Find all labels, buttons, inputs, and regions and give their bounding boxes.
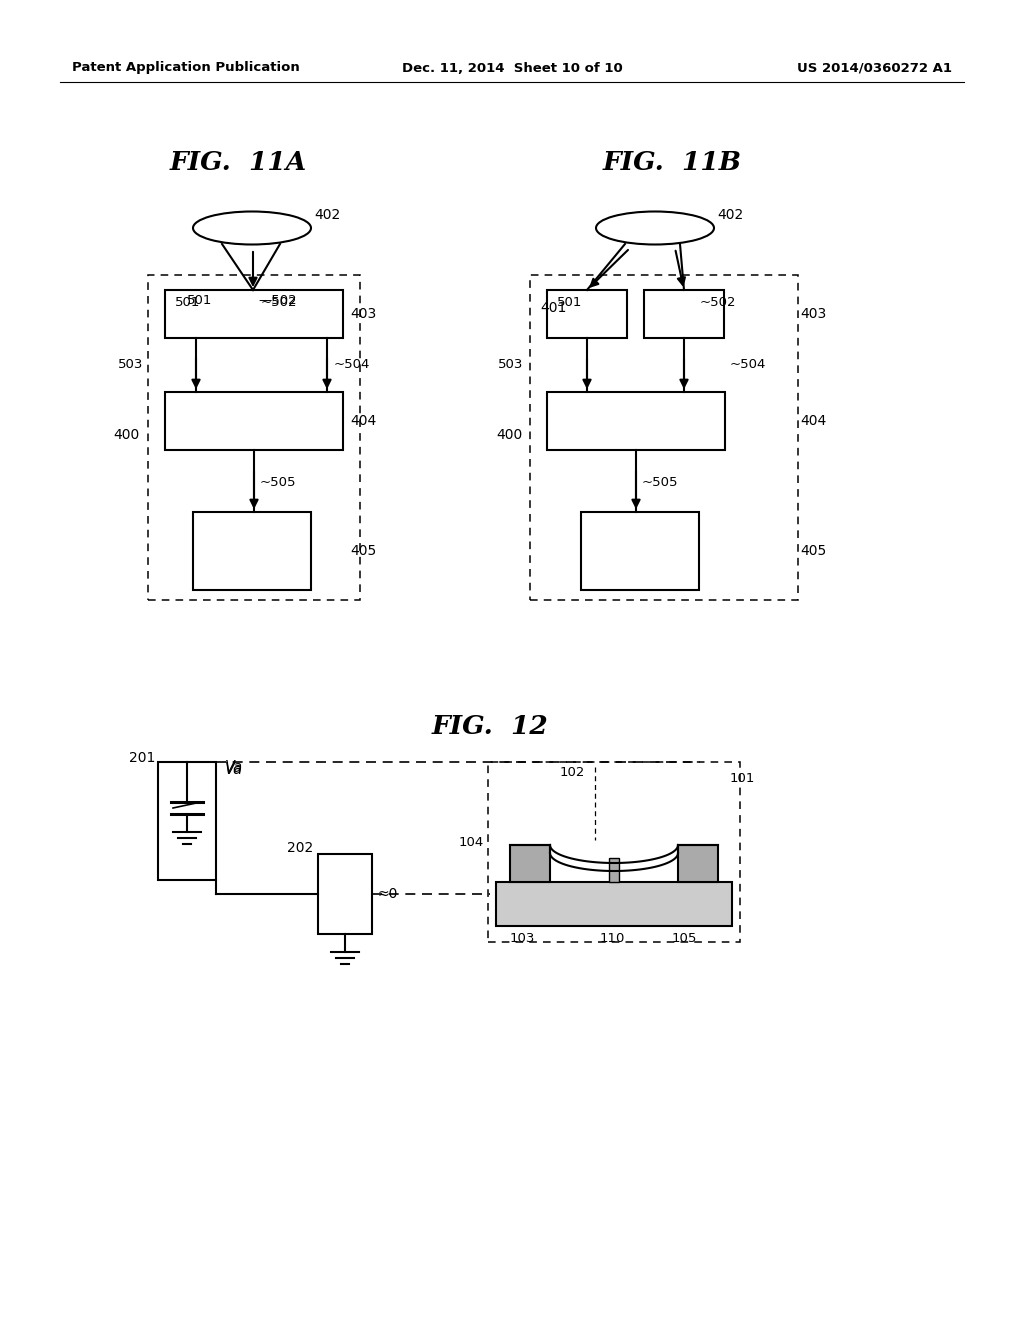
Text: 202: 202: [287, 841, 313, 855]
Text: US 2014/0360272 A1: US 2014/0360272 A1: [797, 62, 952, 74]
Bar: [678, 845, 718, 882]
Bar: [488, 762, 740, 942]
Text: ~504: ~504: [730, 359, 766, 371]
Bar: [165, 290, 343, 338]
Text: 403: 403: [350, 308, 376, 321]
Bar: [510, 845, 550, 882]
Text: 503: 503: [118, 359, 143, 371]
Bar: [609, 858, 618, 882]
Text: 403: 403: [800, 308, 826, 321]
Text: 401: 401: [540, 301, 566, 315]
Text: 501: 501: [175, 296, 200, 309]
Text: FIG.  11A: FIG. 11A: [169, 149, 306, 174]
Text: Dec. 11, 2014  Sheet 10 of 10: Dec. 11, 2014 Sheet 10 of 10: [401, 62, 623, 74]
Text: 402: 402: [717, 209, 743, 222]
Text: 105: 105: [672, 932, 697, 945]
Text: FIG.  12: FIG. 12: [432, 714, 549, 738]
Text: ~502: ~502: [700, 296, 736, 309]
Text: 400: 400: [497, 428, 523, 442]
Bar: [581, 512, 699, 590]
Text: 404: 404: [350, 414, 376, 428]
Bar: [547, 392, 725, 450]
Bar: [318, 854, 372, 935]
Ellipse shape: [193, 211, 311, 244]
Text: 402: 402: [314, 209, 340, 222]
Text: FIG.  11B: FIG. 11B: [602, 149, 741, 174]
Text: ~504: ~504: [334, 359, 371, 371]
Text: 405: 405: [800, 544, 826, 558]
Bar: [496, 882, 732, 927]
Text: 400: 400: [114, 428, 140, 442]
Bar: [158, 762, 216, 880]
Text: 404: 404: [800, 414, 826, 428]
Text: 102: 102: [560, 766, 586, 779]
Bar: [148, 275, 360, 601]
Bar: [547, 290, 627, 338]
Text: Va: Va: [225, 759, 243, 775]
Text: 103: 103: [510, 932, 536, 945]
Text: ~505: ~505: [642, 475, 679, 488]
Bar: [165, 392, 343, 450]
Text: 503: 503: [498, 359, 523, 371]
Text: ≈0: ≈0: [378, 887, 398, 902]
Text: ~505: ~505: [260, 475, 297, 488]
Text: 501: 501: [557, 296, 582, 309]
Bar: [644, 290, 724, 338]
Text: 101: 101: [730, 771, 756, 784]
Text: 104: 104: [459, 836, 484, 849]
Bar: [193, 512, 311, 590]
Text: Va: Va: [225, 762, 243, 776]
Bar: [530, 275, 798, 601]
Ellipse shape: [596, 211, 714, 244]
Text: ~502: ~502: [261, 296, 298, 309]
Text: 110: 110: [600, 932, 626, 945]
Text: 501: 501: [186, 293, 212, 306]
Text: Patent Application Publication: Patent Application Publication: [72, 62, 300, 74]
Text: 405: 405: [350, 544, 376, 558]
Text: 201: 201: [129, 751, 155, 766]
Text: —502: —502: [258, 293, 297, 306]
